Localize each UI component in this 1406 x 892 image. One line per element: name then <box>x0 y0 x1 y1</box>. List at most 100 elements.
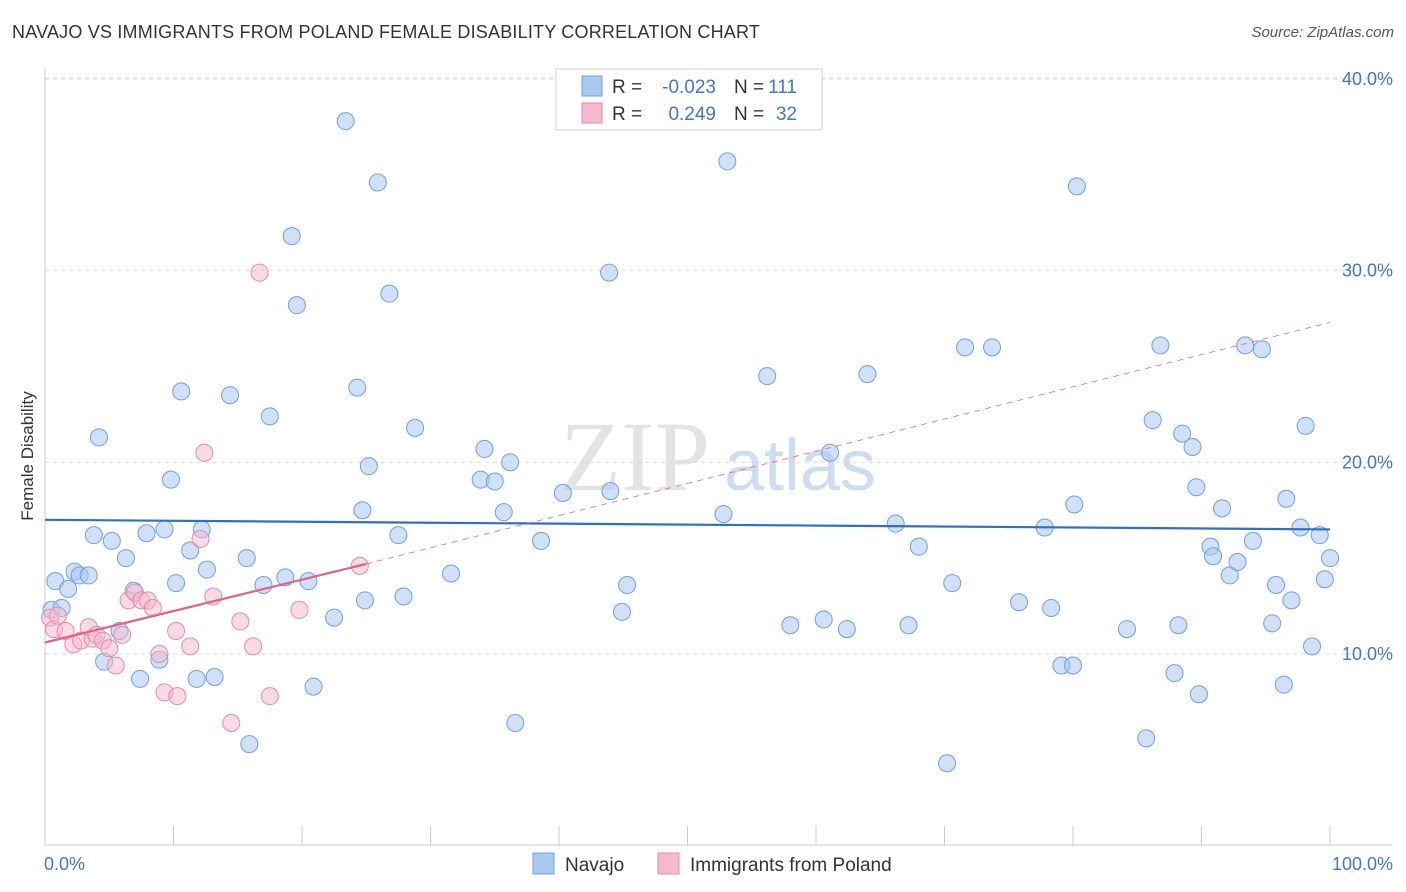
navajo-point <box>600 263 619 282</box>
navajo-point <box>943 574 962 593</box>
navajo-point <box>494 503 513 522</box>
navajo-point <box>1315 570 1334 589</box>
navajo-point <box>299 572 318 591</box>
navajo-point <box>1173 424 1192 443</box>
navajo-point <box>501 453 520 472</box>
navajo-point <box>553 484 572 502</box>
navajo-point <box>506 714 525 732</box>
navajo-point <box>161 470 180 489</box>
navajo-point <box>260 407 279 426</box>
poland-point <box>250 263 269 282</box>
navajo-point <box>1117 620 1136 639</box>
navajo-point <box>618 576 637 594</box>
correlation-legend: R = -0.023 N = 111 R = 0.249 N = 32 <box>555 68 823 131</box>
navajo-point <box>1296 416 1315 435</box>
poland-point <box>48 606 67 625</box>
navajo-point <box>1065 495 1084 514</box>
navajo-point <box>1067 177 1086 196</box>
axes <box>44 68 1392 846</box>
navajo-point <box>1277 489 1296 508</box>
navajo-point <box>116 549 135 568</box>
trend-line-poland <box>44 562 367 644</box>
navajo-point <box>406 418 425 437</box>
legend-swatch-navajo <box>581 75 603 97</box>
navajo-point <box>1137 729 1156 748</box>
navajo-point <box>442 564 461 583</box>
navajo-point <box>1310 526 1329 545</box>
poland-point <box>290 600 309 619</box>
chart-title: NAVAJO VS IMMIGRANTS FROM POLAND FEMALE … <box>12 22 761 42</box>
legend-n-label-poland: N = <box>734 104 764 125</box>
navajo-point <box>1064 656 1082 675</box>
navajo-point <box>325 608 344 627</box>
navajo-point <box>1151 336 1170 355</box>
navajo-point <box>899 616 918 635</box>
navajo-point <box>1243 531 1262 550</box>
navajo-point <box>714 505 733 524</box>
navajo-point <box>814 610 833 629</box>
navajo-point <box>1291 518 1310 537</box>
navajo-point <box>612 602 631 621</box>
legend-swatch-poland <box>581 102 603 124</box>
navajo-point <box>781 616 800 635</box>
navajo-point <box>718 152 737 171</box>
navajo-point <box>1189 685 1208 704</box>
navajo-point <box>485 472 504 491</box>
navajo-point <box>1143 411 1162 430</box>
navajo-point <box>287 296 306 315</box>
navajo-point <box>155 520 174 539</box>
navajo-point <box>1274 675 1293 694</box>
navajo-point <box>167 574 186 593</box>
poland-point <box>113 625 132 644</box>
navajo-point <box>336 112 355 131</box>
navajo-point <box>304 677 323 696</box>
legend-r-value-poland: 0.249 <box>668 104 716 125</box>
navajo-point <box>181 541 200 560</box>
poland-point <box>195 443 214 462</box>
navajo-point <box>983 338 1002 357</box>
navajo-point <box>1204 547 1223 566</box>
navajo-point <box>89 428 108 447</box>
navajo-point <box>1321 549 1339 568</box>
navajo-point <box>282 227 301 246</box>
poland-point <box>150 645 169 663</box>
navajo-point <box>137 524 156 543</box>
trend-line-navajo <box>44 518 1331 531</box>
navajo-point <box>1236 336 1255 355</box>
navajo-point <box>237 549 256 568</box>
navajo-point <box>380 284 399 303</box>
navajo-point <box>240 735 259 754</box>
poland-point <box>100 639 119 658</box>
legend-n-value-navajo: 111 <box>768 77 797 98</box>
navajo-point <box>909 537 928 556</box>
navajo-point <box>359 457 378 476</box>
navajo-point <box>131 669 150 688</box>
navajo-point <box>368 173 387 192</box>
navajo-point <box>394 587 413 606</box>
navajo-point <box>1213 499 1232 518</box>
trend-line-poland-extrapolated <box>366 321 1331 565</box>
poland-point <box>56 622 75 640</box>
navajo-point <box>1010 593 1029 612</box>
y-tick-label: 20.0% <box>1342 452 1393 472</box>
navajo-point <box>353 501 372 520</box>
navajo-point <box>355 591 374 610</box>
series-legend-swatch-navajo <box>532 852 555 875</box>
navajo-point <box>348 378 367 397</box>
watermark: ZIP atlas <box>560 401 876 512</box>
poland-point <box>244 637 263 656</box>
navajo-point <box>1263 614 1282 633</box>
navajo-point <box>837 620 856 639</box>
legend-r-value-navajo: -0.023 <box>662 77 716 98</box>
navajo-point <box>84 526 103 545</box>
x-tick-label-min: 0.0% <box>44 854 85 874</box>
navajo-point <box>79 566 98 585</box>
navajo-point <box>956 338 975 357</box>
tick-labels: 10.0% 20.0% 30.0% 40.0% 0.0% 100.0% <box>44 69 1393 874</box>
navajo-point <box>886 514 905 533</box>
navajo-point <box>1187 478 1206 497</box>
navajo-point <box>601 482 620 501</box>
navajo-point <box>197 560 216 579</box>
series-legend-swatch-poland <box>657 852 680 875</box>
